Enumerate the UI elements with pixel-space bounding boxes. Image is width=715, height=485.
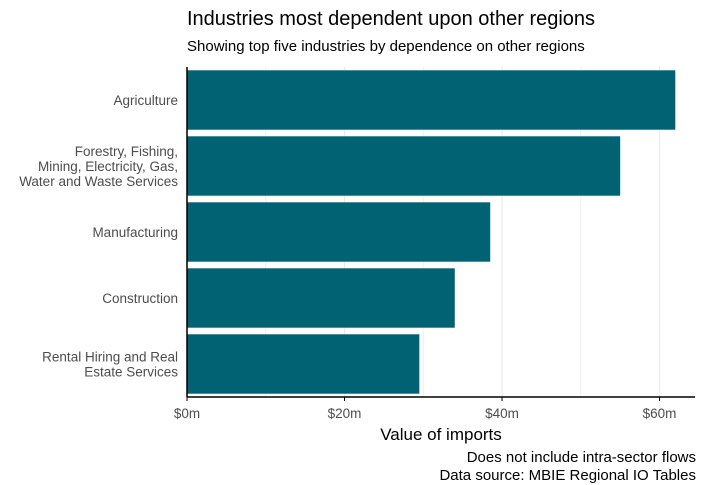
bar xyxy=(187,202,491,262)
bar xyxy=(187,268,455,328)
category-label: Rental Hiring and Real Estate Services xyxy=(42,350,178,380)
x-tick-label: $0m xyxy=(174,406,200,421)
category-label: Manufacturing xyxy=(92,225,178,240)
x-tick-label: $40m xyxy=(485,406,519,421)
bar xyxy=(187,70,676,130)
chart-subtitle: Showing top five industries by dependenc… xyxy=(187,38,585,55)
chart-title: Industries most dependent upon other reg… xyxy=(187,8,596,30)
x-tick-labels: $0m $20m $40m $60m xyxy=(174,406,677,421)
category-label: Construction xyxy=(102,291,178,306)
caption-source: Data source: MBIE Regional IO Tables xyxy=(439,467,696,484)
bar xyxy=(187,334,420,394)
x-tick-label: $60m xyxy=(643,406,677,421)
category-label: Agriculture xyxy=(113,93,178,108)
axes xyxy=(186,67,695,401)
category-labels: Agriculture Forestry, Fishing, Mining, Ele… xyxy=(19,93,178,380)
bars xyxy=(187,70,676,394)
x-tick-label: $20m xyxy=(328,406,362,421)
category-label: Forestry, Fishing, Mining, Electricity, G… xyxy=(19,144,178,189)
bar xyxy=(187,136,621,196)
caption-note: Does not include intra-sector flows xyxy=(466,449,696,466)
x-axis-title: Value of imports xyxy=(380,425,502,444)
